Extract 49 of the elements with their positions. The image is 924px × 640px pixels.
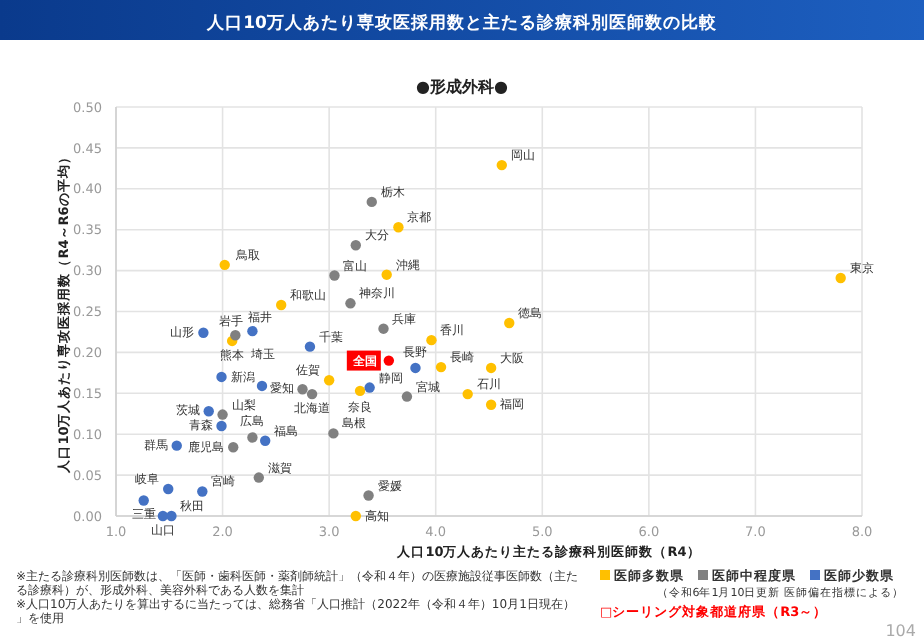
chart-subtitle: ●形成外科●: [416, 78, 508, 96]
point: [381, 269, 392, 280]
point: [366, 196, 377, 208]
point: [163, 483, 174, 495]
point: [345, 298, 356, 309]
point: [304, 341, 316, 352]
point: [306, 388, 318, 400]
point: [363, 490, 374, 501]
point: [401, 391, 413, 402]
point: [247, 432, 258, 443]
point: [485, 362, 497, 374]
point: [230, 330, 241, 341]
text: 104: [885, 622, 916, 640]
point: [166, 510, 177, 522]
point: [354, 385, 366, 397]
point: [504, 317, 515, 329]
point: [253, 472, 265, 483]
point: [297, 384, 308, 395]
point: [329, 270, 340, 281]
point: [328, 428, 339, 439]
point: [350, 240, 361, 251]
point: [410, 362, 421, 374]
point: [256, 380, 268, 392]
point: [383, 355, 395, 366]
point: [426, 334, 437, 346]
chart-title: 人口10万人あたり専攻医採用数と主たる診療科別医師数の比較: [205, 12, 719, 34]
point: [228, 442, 239, 453]
point: [835, 272, 846, 284]
point: [435, 361, 447, 373]
point: [485, 399, 497, 410]
point: [275, 299, 287, 311]
point: [197, 486, 208, 497]
point: [247, 325, 258, 337]
point: [171, 440, 182, 451]
point: [216, 371, 227, 383]
point: [393, 222, 404, 233]
point: [216, 420, 227, 432]
point: [219, 259, 230, 271]
point: [378, 323, 389, 334]
point: [260, 435, 271, 446]
point: [350, 510, 361, 522]
point: [496, 159, 507, 171]
point: [323, 375, 335, 386]
point: [462, 388, 473, 400]
point: [364, 382, 375, 393]
point: [217, 409, 228, 420]
point: [198, 327, 209, 338]
point: [203, 406, 214, 417]
point: [138, 495, 149, 506]
